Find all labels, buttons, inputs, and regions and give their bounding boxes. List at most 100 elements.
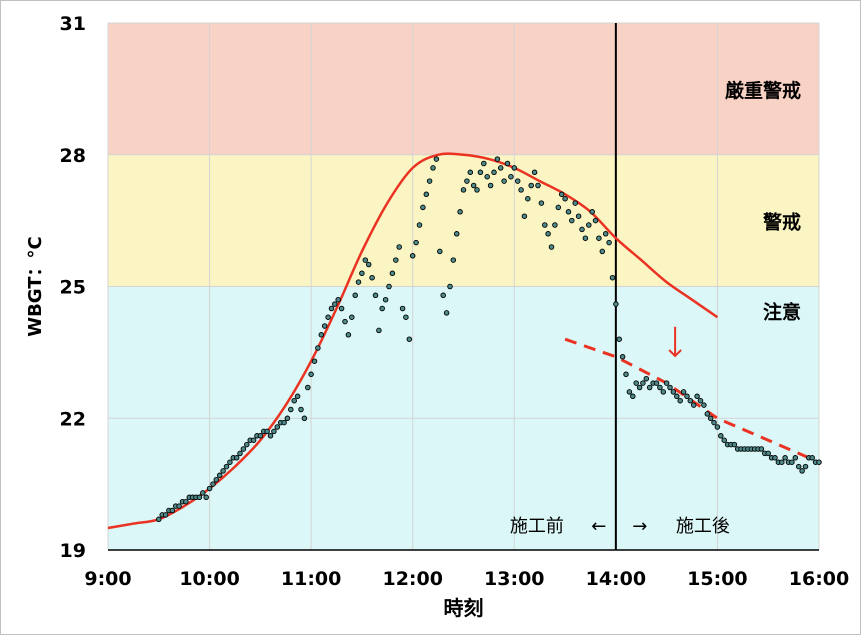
data-point: [183, 498, 189, 505]
data-point: [267, 433, 274, 439]
data-point: [711, 419, 717, 426]
data-point: [596, 235, 602, 241]
data-point: [393, 257, 399, 263]
data-point: [162, 512, 169, 518]
data-point: [481, 160, 487, 167]
data-point: [542, 222, 548, 228]
data-point: [203, 494, 209, 501]
data-point: [321, 323, 328, 329]
data-point: [169, 507, 176, 514]
data-point: [535, 182, 541, 189]
data-point: [802, 463, 809, 470]
data-point: [200, 490, 206, 496]
data-point: [795, 463, 802, 470]
data-point: [430, 165, 436, 171]
data-point: [345, 332, 352, 338]
labels-group: 9:00 10:00 11:00 12:00 13:00 14:00 15:00 16:00 1…: [25, 13, 849, 620]
data-point: [477, 169, 484, 176]
data-point: [504, 160, 511, 167]
data-point: [355, 279, 362, 285]
data-point: [538, 200, 545, 206]
data-point: [592, 217, 599, 224]
data-point: [298, 406, 304, 413]
zone-band: [108, 23, 819, 155]
data-point: [680, 389, 687, 395]
x-tick-label: 10:00: [179, 568, 239, 590]
data-point: [305, 384, 311, 391]
data-point: [372, 292, 379, 299]
data-point: [640, 380, 646, 386]
data-point: [342, 318, 348, 325]
data-point: [369, 274, 375, 281]
y-tick-label: 28: [60, 145, 86, 167]
data-point: [423, 191, 430, 198]
data-point: [196, 494, 203, 501]
gridlines: [107, 22, 820, 551]
data-point: [565, 209, 572, 215]
data-point: [460, 187, 467, 193]
data-point: [464, 178, 470, 184]
after-label: 施工後: [676, 516, 730, 537]
data-point: [765, 450, 771, 457]
data-point: [467, 169, 474, 176]
data-point: [264, 428, 270, 435]
data-point: [779, 459, 785, 465]
data-point: [701, 402, 707, 408]
data-point: [630, 393, 636, 400]
data-point: [690, 402, 697, 408]
data-point: [606, 239, 612, 246]
data-point: [704, 411, 711, 417]
data-point: [663, 380, 670, 386]
data-point: [457, 209, 463, 215]
data-point: [484, 173, 490, 180]
data-point: [491, 169, 497, 176]
data-point: [376, 327, 382, 334]
data-point: [328, 305, 335, 312]
data-point: [352, 292, 358, 299]
data-point: [721, 437, 727, 443]
data-point: [552, 222, 558, 228]
data-point: [589, 209, 595, 215]
data-point: [494, 156, 501, 162]
data-point: [426, 178, 433, 184]
data-point: [349, 314, 355, 320]
data-point: [301, 415, 308, 422]
data-point: [758, 446, 765, 452]
data-point: [379, 305, 385, 312]
x-tick-label: 9:00: [84, 568, 131, 590]
zone-label: 注意: [763, 301, 801, 324]
data-point: [237, 450, 243, 457]
x-tick-label: 11:00: [281, 568, 341, 590]
x-tick-label: 12:00: [382, 568, 442, 590]
data-point: [244, 441, 250, 448]
data-point: [311, 358, 318, 364]
data-point: [619, 354, 626, 360]
data-point: [555, 204, 562, 211]
zone-label: 警戒: [763, 211, 801, 234]
data-point: [437, 248, 443, 255]
x-tick-label: 15:00: [687, 568, 747, 590]
data-point: [315, 345, 321, 351]
data-point: [660, 389, 667, 395]
data-point: [308, 371, 314, 378]
data-point: [257, 433, 264, 439]
data-point: [433, 156, 440, 162]
data-point: [511, 165, 518, 171]
data-point: [213, 476, 220, 483]
data-point: [670, 389, 677, 395]
measured-points: [156, 156, 822, 523]
data-point: [206, 485, 213, 492]
data-point: [420, 204, 426, 211]
zone-band: [108, 154, 819, 287]
data-point: [653, 380, 660, 386]
data-point: [697, 397, 704, 404]
x-tick-label: 13:00: [484, 568, 544, 590]
data-point: [216, 472, 223, 479]
data-point: [545, 231, 551, 237]
data-point: [528, 182, 534, 189]
x-axis-title: 時刻: [444, 596, 484, 620]
data-point: [359, 270, 365, 277]
data-point: [497, 165, 504, 171]
